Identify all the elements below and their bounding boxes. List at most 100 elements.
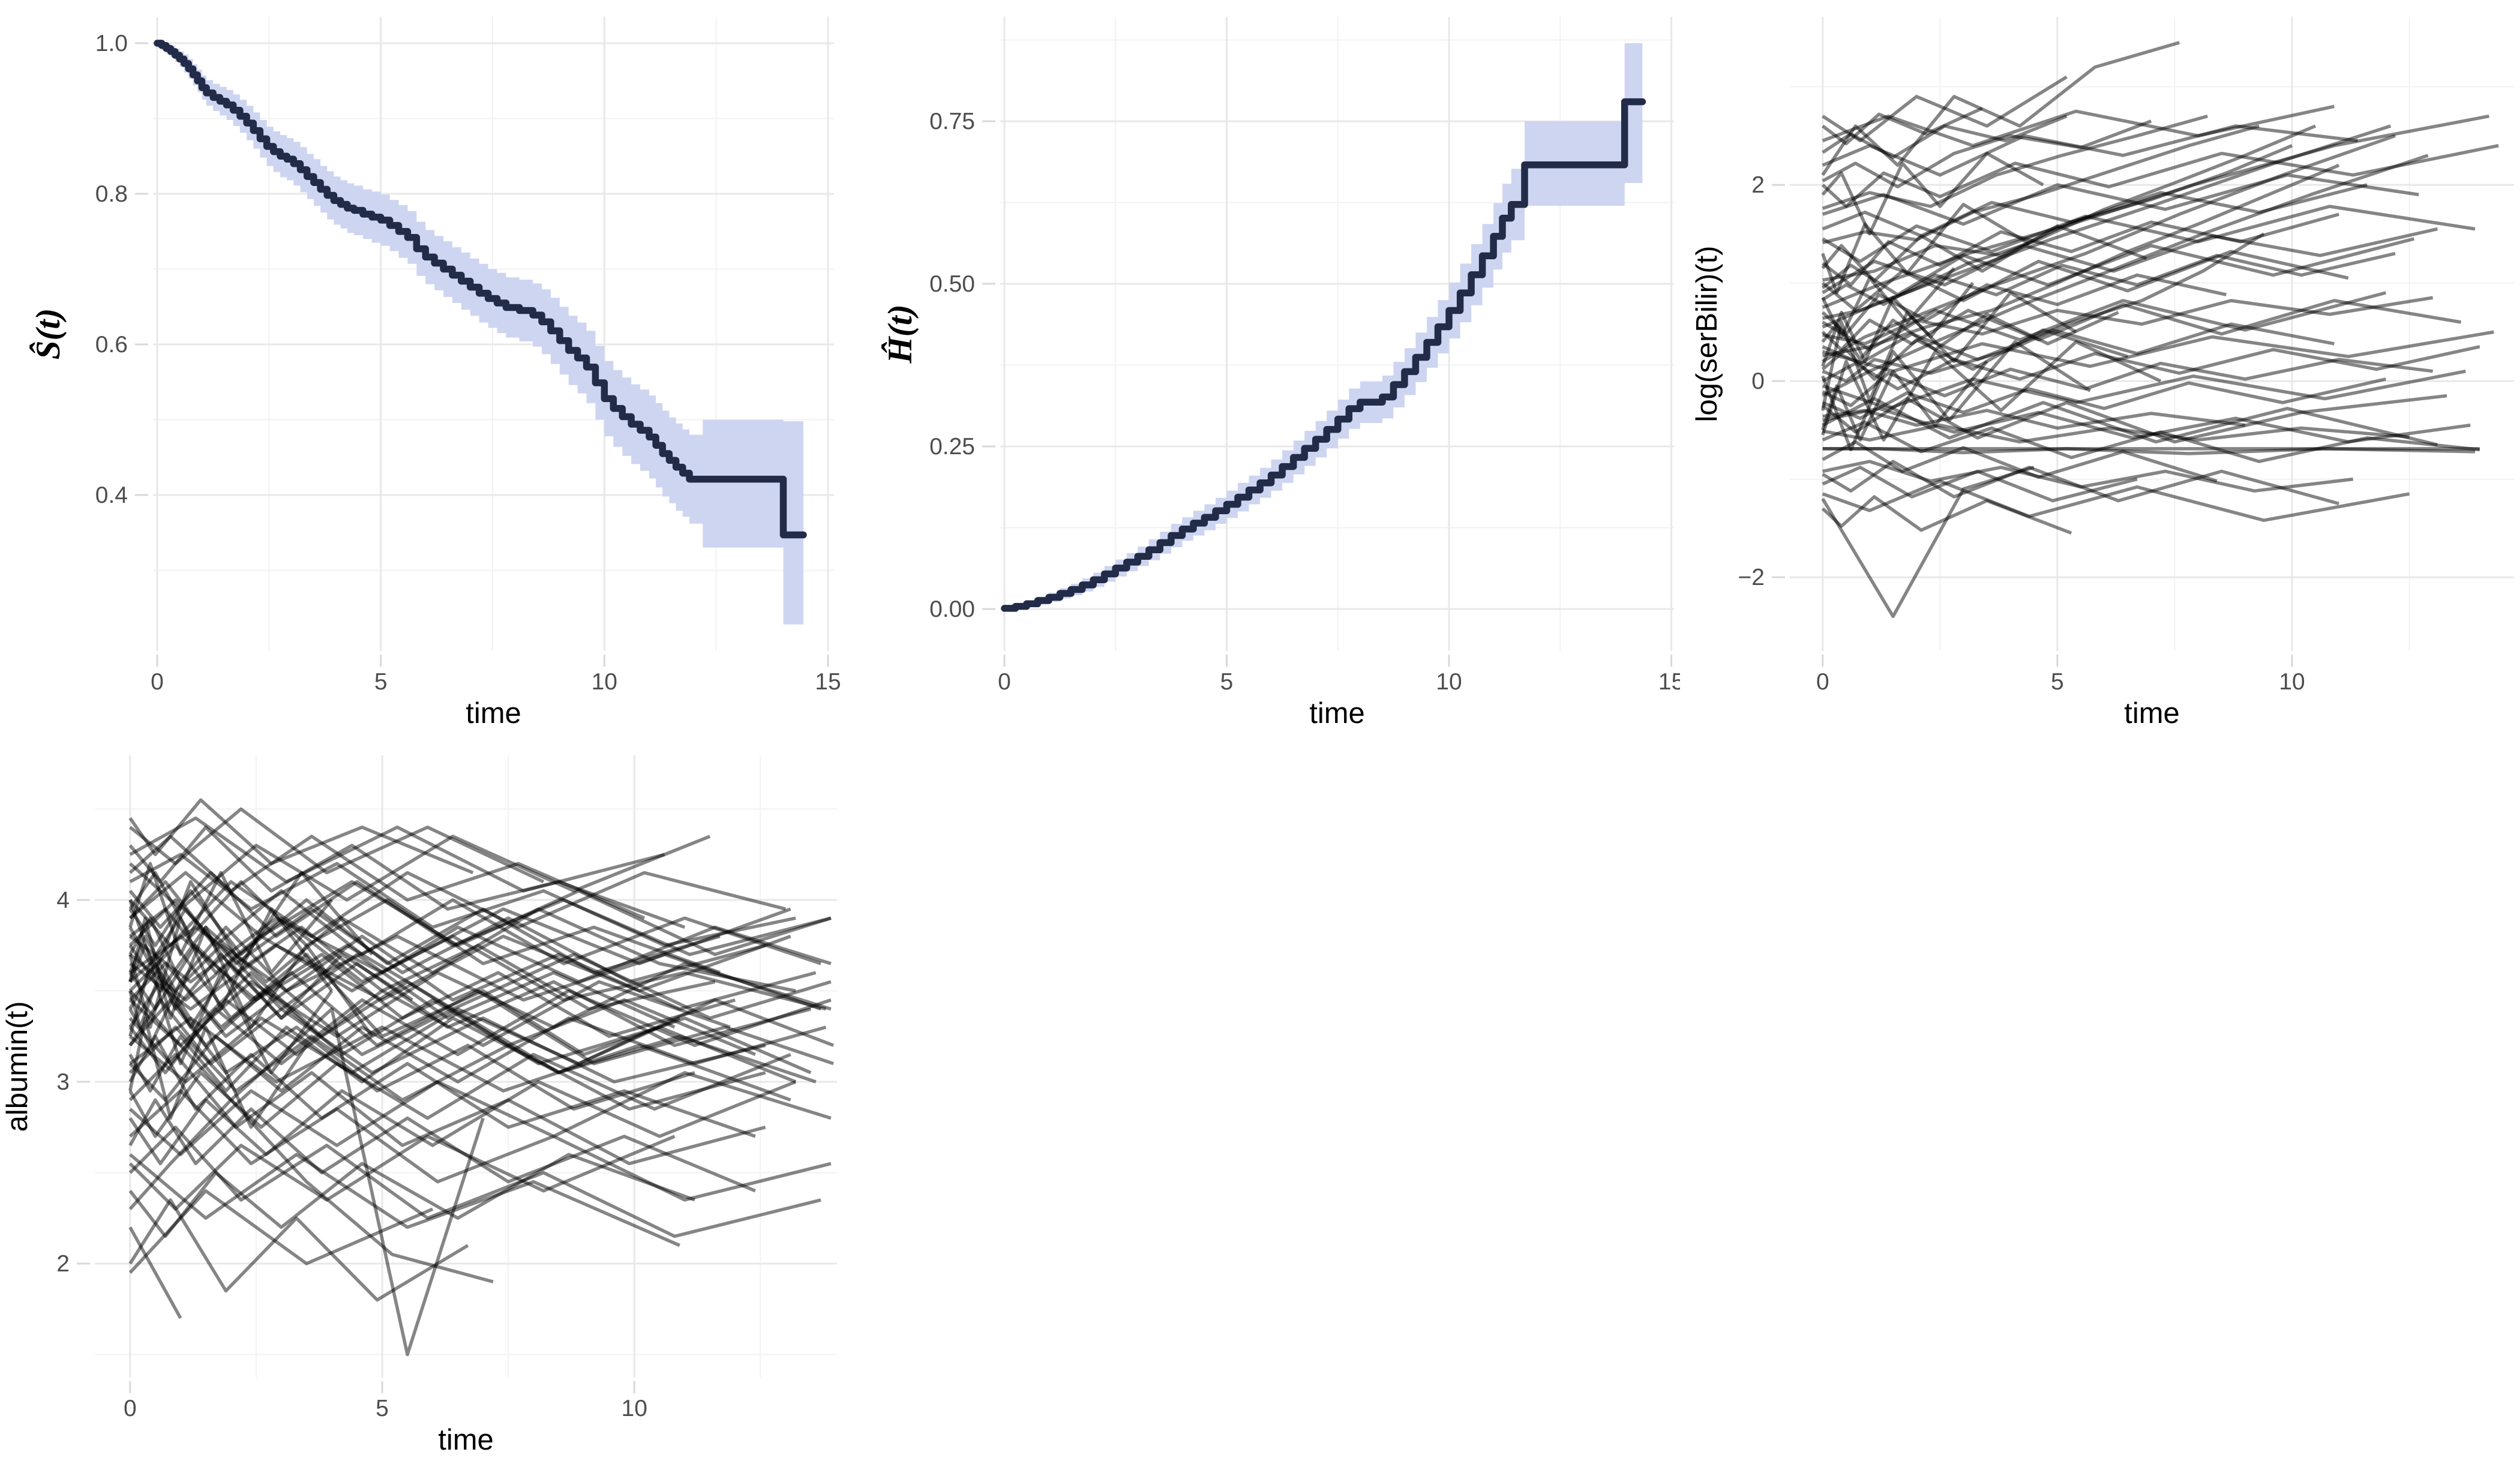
x-tick-label: 0 bbox=[1816, 669, 1829, 695]
subject-trajectory-line bbox=[128, 962, 756, 1057]
estimate-step-line bbox=[1001, 98, 1646, 612]
subject-trajectory-line bbox=[128, 934, 832, 1020]
subject-trajectory-line bbox=[1822, 119, 2152, 189]
subject-trajectory-line bbox=[1821, 291, 2077, 411]
y-tick-label: 0.6 bbox=[95, 332, 128, 358]
x-tick-label: 5 bbox=[2051, 669, 2064, 695]
subject-trajectory-line bbox=[128, 898, 766, 984]
x-tick-label: 0 bbox=[151, 669, 164, 695]
x-tick-label: 15 bbox=[815, 669, 840, 695]
subject-trajectory-line bbox=[1821, 495, 2072, 535]
subject-trajectory-line bbox=[128, 1198, 469, 1302]
subject-trajectory-line bbox=[1821, 281, 1975, 367]
subject-trajectory-line bbox=[128, 1080, 797, 1166]
subject-trajectory-line bbox=[1822, 134, 2396, 363]
x-tick-label: 10 bbox=[2279, 669, 2305, 695]
subject-trajectory-line bbox=[128, 889, 721, 974]
y-axis-title: albumin(t) bbox=[1, 1001, 34, 1132]
subject-trajectory-line bbox=[1822, 460, 2354, 493]
subject-trajectory-line bbox=[129, 998, 835, 1084]
subject-trajectory-line bbox=[1822, 232, 2265, 383]
x-axis-title: time bbox=[438, 1424, 494, 1456]
subject-trajectory-line bbox=[1821, 267, 1955, 339]
subject-trajectory-line bbox=[128, 1016, 827, 1102]
x-tick-label: 5 bbox=[1220, 669, 1234, 695]
y-axis-title: Ŝ(t) bbox=[29, 308, 67, 360]
subject-trajectory-line bbox=[128, 962, 334, 1075]
subject-trajectory-line bbox=[129, 925, 832, 1002]
subject-trajectory-line bbox=[1822, 124, 2358, 177]
cumulative-hazard-plot: 0 5 10 15 0.00 0.25 0.50 0.75 time Ĥ(t) bbox=[840, 0, 1680, 741]
x-axis-title: time bbox=[1309, 697, 1365, 730]
subject-trajectory-line bbox=[1822, 409, 2246, 430]
subject-trajectory-line bbox=[1822, 114, 2490, 309]
subject-trajectory-line bbox=[1822, 114, 2208, 210]
x-tick-label: 10 bbox=[1436, 669, 1462, 695]
subject-trajectory-line bbox=[128, 943, 812, 1075]
subject-trajectory-line bbox=[1822, 115, 2068, 160]
subject-trajectory-line bbox=[128, 1025, 766, 1111]
subject-trajectory-line bbox=[1822, 173, 2419, 226]
subject-trajectory-line bbox=[128, 962, 832, 1048]
subject-trajectory-line bbox=[1822, 460, 2339, 506]
subject-trajectory-line bbox=[128, 1016, 680, 1093]
subject-trajectory-line bbox=[128, 1226, 182, 1319]
subject-trajectory-line bbox=[128, 943, 736, 1038]
subject-trajectory-line bbox=[129, 907, 827, 1011]
subject-trajectory-line bbox=[1822, 447, 2476, 455]
y-tick-label: 1.0 bbox=[95, 31, 128, 56]
subject-trajectory-line bbox=[128, 862, 334, 974]
y-tick-label: 0.00 bbox=[929, 596, 975, 622]
subject-trajectory-line bbox=[129, 1153, 680, 1247]
albumin-trajectories-canvas: 0 5 10 2 3 4 time albumin(t) bbox=[1, 755, 837, 1456]
subject-trajectory-line bbox=[128, 835, 711, 911]
x-tick-label: 10 bbox=[622, 1396, 647, 1421]
serbilir-trajectories-canvas: 0 5 10 −2 0 2 time log(serBilir)(t) bbox=[1691, 17, 2514, 730]
y-tick-label: 0.75 bbox=[929, 109, 975, 134]
subject-trajectory-line bbox=[1822, 466, 2138, 503]
subject-trajectory-line bbox=[1822, 377, 2387, 420]
subject-trajectory-line bbox=[128, 998, 766, 1084]
subject-trajectory-line bbox=[1822, 104, 2335, 148]
subject-trajectory-line bbox=[129, 1016, 791, 1102]
estimate-step-line bbox=[154, 40, 807, 539]
subject-trajectory-line bbox=[1822, 345, 2480, 391]
x-tick-label: 0 bbox=[124, 1396, 137, 1421]
subject-trajectory-line bbox=[1822, 124, 2260, 245]
subject-trajectory-line bbox=[1821, 273, 2227, 336]
subject-trajectory-line bbox=[128, 871, 374, 974]
subject-trajectory-line bbox=[1822, 154, 2429, 398]
subject-trajectory-line bbox=[129, 934, 791, 1011]
subject-trajectory-line bbox=[1821, 340, 2162, 442]
subject-trajectory-line bbox=[1822, 328, 2129, 381]
cumulative-hazard-canvas: 0 5 10 15 0.00 0.25 0.50 0.75 time Ĥ(t) bbox=[881, 17, 1680, 730]
y-tick-label: 0.50 bbox=[929, 271, 975, 297]
subject-trajectory-line bbox=[1822, 212, 2339, 287]
subject-trajectory-line bbox=[129, 807, 545, 884]
subject-trajectory-line bbox=[1822, 423, 2410, 444]
subject-trajectory-line bbox=[128, 980, 797, 1084]
subject-trajectory-line bbox=[1822, 124, 2392, 329]
subject-trajectory-line bbox=[1822, 479, 2410, 522]
subject-trajectory-line bbox=[128, 980, 817, 1084]
subject-trajectory-line bbox=[1822, 205, 2476, 263]
subject-trajectory-line bbox=[1822, 163, 2340, 358]
subject-trajectory-line bbox=[1822, 370, 2466, 410]
subject-trajectory-line bbox=[128, 907, 716, 1011]
subject-trajectory-line bbox=[128, 871, 721, 974]
x-tick-label: 0 bbox=[998, 669, 1011, 695]
y-tick-label: 0.8 bbox=[95, 181, 128, 207]
subject-trajectory-line bbox=[1822, 75, 2068, 143]
confidence-ribbon bbox=[1004, 43, 1643, 609]
subject-trajectory-line bbox=[1822, 291, 2387, 352]
x-axis-title: time bbox=[2124, 697, 2180, 730]
subject-trajectory-line bbox=[1822, 358, 2434, 407]
subject-trajectory-line bbox=[128, 998, 695, 1111]
subject-trajectory-line bbox=[1821, 203, 2030, 295]
subject-trajectory-line bbox=[1822, 322, 2335, 365]
subject-trajectory-line bbox=[128, 1089, 832, 1202]
subject-trajectory-line bbox=[128, 943, 812, 1048]
subject-trajectory-line bbox=[128, 907, 334, 1029]
subject-trajectory-line bbox=[128, 1125, 821, 1238]
subject-trajectory-line bbox=[1821, 299, 2462, 352]
